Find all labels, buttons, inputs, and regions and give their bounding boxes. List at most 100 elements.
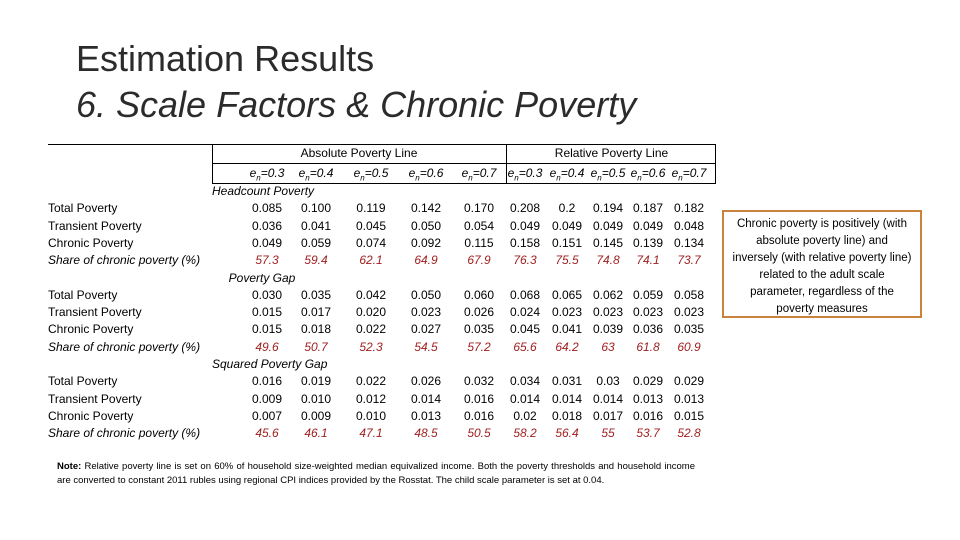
- table-cell: 0.035: [463, 322, 495, 337]
- table-cell: 0.035: [673, 322, 705, 337]
- table-cell: 0.015: [251, 305, 283, 320]
- table-cell: 0.045: [509, 322, 541, 337]
- table-cell: 45.6: [255, 426, 279, 441]
- table-cell: 0.182: [673, 201, 705, 216]
- header-border-inner: [212, 163, 716, 164]
- table-cell: 49.6: [255, 339, 279, 354]
- table-cell: 0.015: [673, 408, 705, 423]
- table-cell: 0.022: [355, 322, 387, 337]
- table-cell: 0.048: [673, 218, 705, 233]
- column-header: en=0.3: [507, 166, 543, 183]
- table-cell: 74.1: [636, 253, 660, 268]
- header-border-right: [715, 144, 716, 184]
- header-border-mid: [506, 144, 507, 184]
- table-cell: 0.009: [300, 408, 332, 423]
- column-header: en=0.6: [408, 166, 444, 183]
- table-cell: 0.151: [551, 235, 583, 250]
- table-cell: 0.142: [410, 201, 442, 216]
- table-cell: 52.3: [359, 339, 383, 354]
- table-cell: 0.030: [251, 287, 283, 302]
- row-label: Transient Poverty: [48, 218, 142, 233]
- table-cell: 0.029: [632, 374, 664, 389]
- table-cell: 52.8: [677, 426, 701, 441]
- table-cell: 0.049: [632, 218, 664, 233]
- table-cell: 65.6: [513, 339, 537, 354]
- table-cell: 55: [601, 426, 615, 441]
- table-cell: 0.034: [509, 374, 541, 389]
- table-cell: 0.050: [410, 287, 442, 302]
- table-cell: 0.023: [410, 305, 442, 320]
- slide-title: Estimation Results: [76, 38, 375, 79]
- table-cell: 0.158: [509, 235, 541, 250]
- table-cell: 0.208: [509, 201, 541, 216]
- table-cell: 50.7: [304, 339, 328, 354]
- row-label: Total Poverty: [48, 287, 118, 302]
- table-cell: 0.015: [251, 322, 283, 337]
- table-cell: 53.7: [636, 426, 660, 441]
- table-cell: 0.014: [410, 391, 442, 406]
- table-cell: 0.007: [251, 408, 283, 423]
- table-cell: 0.2: [558, 201, 576, 216]
- table-cell: 0.029: [673, 374, 705, 389]
- callout-text: Chronic poverty is positively (with abso…: [732, 218, 912, 315]
- slide-subtitle: 6. Scale Factors & Chronic Poverty: [76, 84, 637, 125]
- table-cell: 59.4: [304, 253, 328, 268]
- table-cell: 0.115: [464, 235, 494, 250]
- table-cell: 0.023: [551, 305, 583, 320]
- row-label: Transient Poverty: [48, 391, 142, 406]
- table-cell: 47.1: [359, 426, 383, 441]
- table-cell: 0.068: [509, 287, 541, 302]
- table-cell: 0.012: [355, 391, 387, 406]
- table-cell: 0.018: [300, 322, 332, 337]
- table-cell: 0.016: [632, 408, 664, 423]
- table-cell: 0.145: [592, 235, 624, 250]
- column-header: en=0.4: [549, 166, 585, 183]
- table-cell: 0.014: [551, 391, 583, 406]
- table-cell: 67.9: [467, 253, 491, 268]
- table-cell: 0.016: [463, 408, 495, 423]
- table-cell: 0.013: [632, 391, 664, 406]
- table-cell: 46.1: [304, 426, 328, 441]
- table-cell: 0.060: [463, 287, 495, 302]
- table-cell: 74.8: [596, 253, 620, 268]
- table-cell: 76.3: [513, 253, 537, 268]
- table-cell: 0.194: [592, 201, 624, 216]
- table-cell: 60.9: [677, 339, 701, 354]
- row-label: Total Poverty: [48, 201, 118, 216]
- table-cell: 0.170: [463, 201, 495, 216]
- table-cell: 0.02: [513, 408, 537, 423]
- header-border-left: [212, 144, 213, 184]
- table-cell: 61.8: [636, 339, 660, 354]
- table-cell: 0.014: [509, 391, 541, 406]
- table-cell: 0.024: [509, 305, 541, 320]
- table-cell: 58.2: [513, 426, 537, 441]
- table-cell: 0.074: [355, 235, 387, 250]
- table-cell: 0.119: [356, 201, 386, 216]
- table-cell: 0.059: [300, 235, 332, 250]
- section-header: Poverty Gap: [228, 270, 296, 285]
- table-cell: 0.023: [592, 305, 624, 320]
- table-cell: 0.049: [551, 218, 583, 233]
- table-cell: 48.5: [414, 426, 438, 441]
- table-cell: 62.1: [359, 253, 383, 268]
- column-header: en=0.5: [590, 166, 626, 183]
- table-cell: 0.010: [355, 408, 387, 423]
- relative-poverty-line-header: Relative Poverty Line: [554, 146, 669, 160]
- table-cell: 0.022: [355, 374, 387, 389]
- table-cell: 0.031: [551, 374, 583, 389]
- table-cell: 0.049: [592, 218, 624, 233]
- table-cell: 0.062: [592, 287, 624, 302]
- row-label: Share of chronic poverty (%): [48, 339, 201, 354]
- row-label: Total Poverty: [48, 374, 118, 389]
- table-cell: 57.3: [255, 253, 279, 268]
- column-header: en=0.5: [353, 166, 389, 183]
- table-cell: 73.7: [677, 253, 701, 268]
- table-cell: 0.016: [251, 374, 283, 389]
- row-label: Chronic Poverty: [48, 322, 134, 337]
- table-cell: 0.042: [355, 287, 387, 302]
- column-header: en=0.4: [298, 166, 334, 183]
- table-cell: 0.023: [632, 305, 664, 320]
- table-cell: 54.5: [414, 339, 438, 354]
- row-label: Chronic Poverty: [48, 235, 134, 250]
- table-cell: 63: [601, 339, 615, 354]
